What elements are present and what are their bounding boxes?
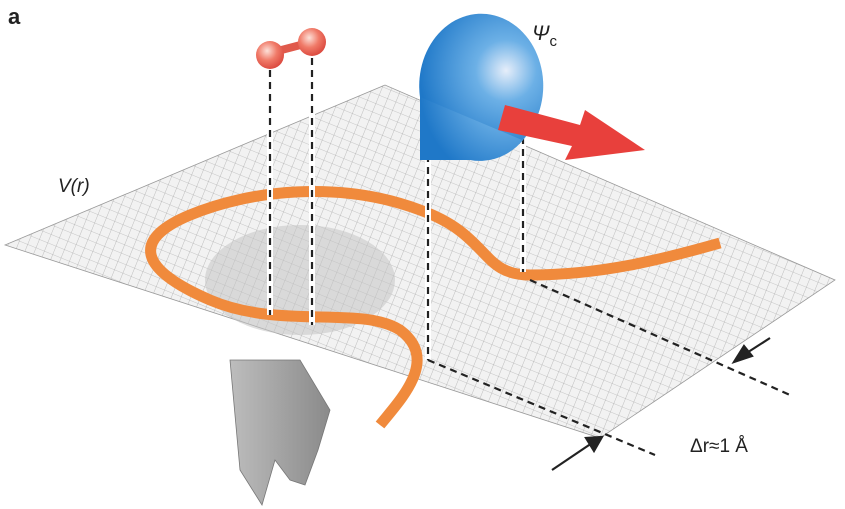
- wavefunction-subscript: c: [549, 33, 557, 50]
- well-spike: [230, 360, 330, 505]
- figure: a V(r) Ψc Δr≈1 Å: [0, 0, 845, 509]
- distance-label: Δr≈1 Å: [690, 436, 748, 457]
- page: {"panel_label": "a", "potential_label": …: [0, 0, 845, 509]
- wavefunction-symbol: Ψ: [532, 22, 550, 45]
- wavefunction-label: Ψc: [532, 22, 557, 50]
- panel-label: a: [8, 4, 21, 29]
- potential-label: V(r): [58, 176, 90, 197]
- molecule: [256, 28, 326, 69]
